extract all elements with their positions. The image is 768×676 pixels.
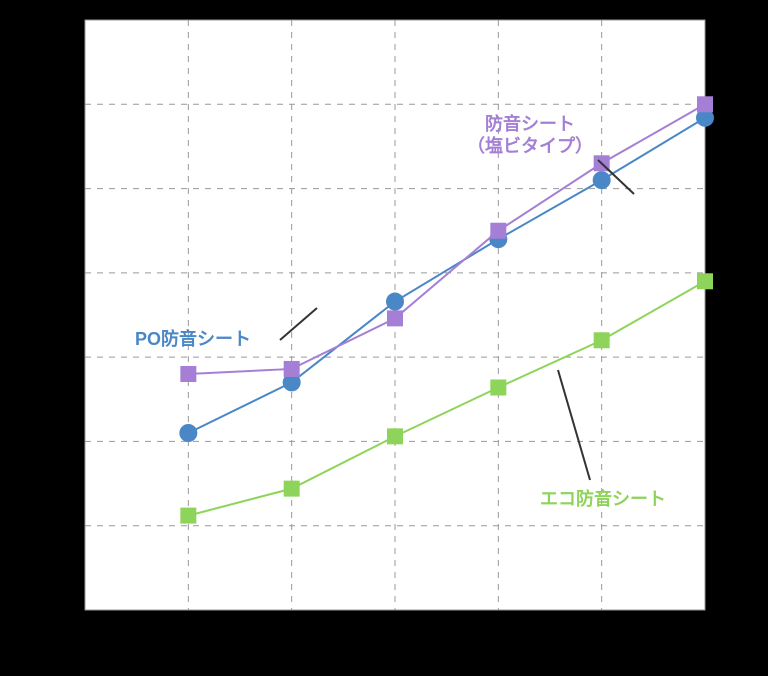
marker-eco-sheet — [697, 273, 713, 289]
series-label-eco-sheet: エコ防音シート — [540, 488, 666, 509]
marker-pvc-sheet — [697, 96, 713, 112]
marker-pvc-sheet — [387, 310, 403, 326]
marker-eco-sheet — [180, 508, 196, 524]
marker-pvc-sheet — [284, 361, 300, 377]
marker-po-sheet — [593, 171, 611, 189]
marker-pvc-sheet — [490, 223, 506, 239]
line-chart: PO防音シート 防音シート（塩ビタイプ） エコ防音シート — [0, 0, 768, 676]
marker-eco-sheet — [387, 428, 403, 444]
series-label-pvc-sheet: （塩ビタイプ） — [467, 135, 593, 156]
series-label-po-sheet: PO防音シート — [135, 328, 251, 349]
series-label-pvc-sheet: 防音シート — [485, 113, 575, 134]
marker-pvc-sheet — [180, 366, 196, 382]
marker-po-sheet — [179, 424, 197, 442]
marker-po-sheet — [386, 293, 404, 311]
marker-eco-sheet — [594, 332, 610, 348]
marker-eco-sheet — [490, 379, 506, 395]
marker-eco-sheet — [284, 481, 300, 497]
